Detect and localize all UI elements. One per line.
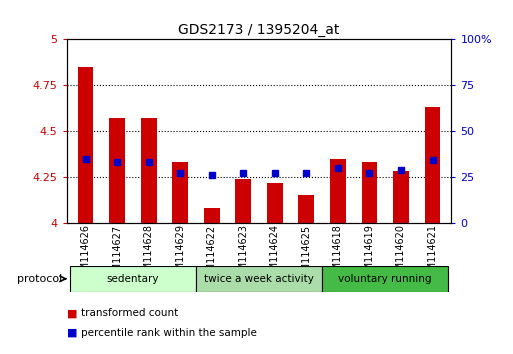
Bar bbox=[109, 118, 125, 223]
Bar bbox=[235, 179, 251, 223]
Text: ■: ■ bbox=[67, 328, 77, 338]
Bar bbox=[362, 162, 378, 223]
Text: ■: ■ bbox=[67, 308, 77, 318]
Bar bbox=[299, 195, 314, 223]
Bar bbox=[393, 171, 409, 223]
Title: GDS2173 / 1395204_at: GDS2173 / 1395204_at bbox=[179, 23, 340, 36]
Text: sedentary: sedentary bbox=[107, 274, 159, 284]
Text: protocol: protocol bbox=[17, 274, 62, 284]
Text: percentile rank within the sample: percentile rank within the sample bbox=[81, 328, 257, 338]
Text: twice a week activity: twice a week activity bbox=[204, 274, 314, 284]
Bar bbox=[425, 107, 440, 223]
Bar bbox=[141, 118, 156, 223]
Text: transformed count: transformed count bbox=[81, 308, 179, 318]
Bar bbox=[70, 266, 196, 292]
Bar bbox=[330, 159, 346, 223]
Bar bbox=[78, 67, 93, 223]
Bar bbox=[267, 183, 283, 223]
Bar bbox=[322, 266, 448, 292]
Bar bbox=[196, 266, 322, 292]
Bar bbox=[204, 208, 220, 223]
Text: voluntary running: voluntary running bbox=[339, 274, 432, 284]
Bar bbox=[172, 162, 188, 223]
